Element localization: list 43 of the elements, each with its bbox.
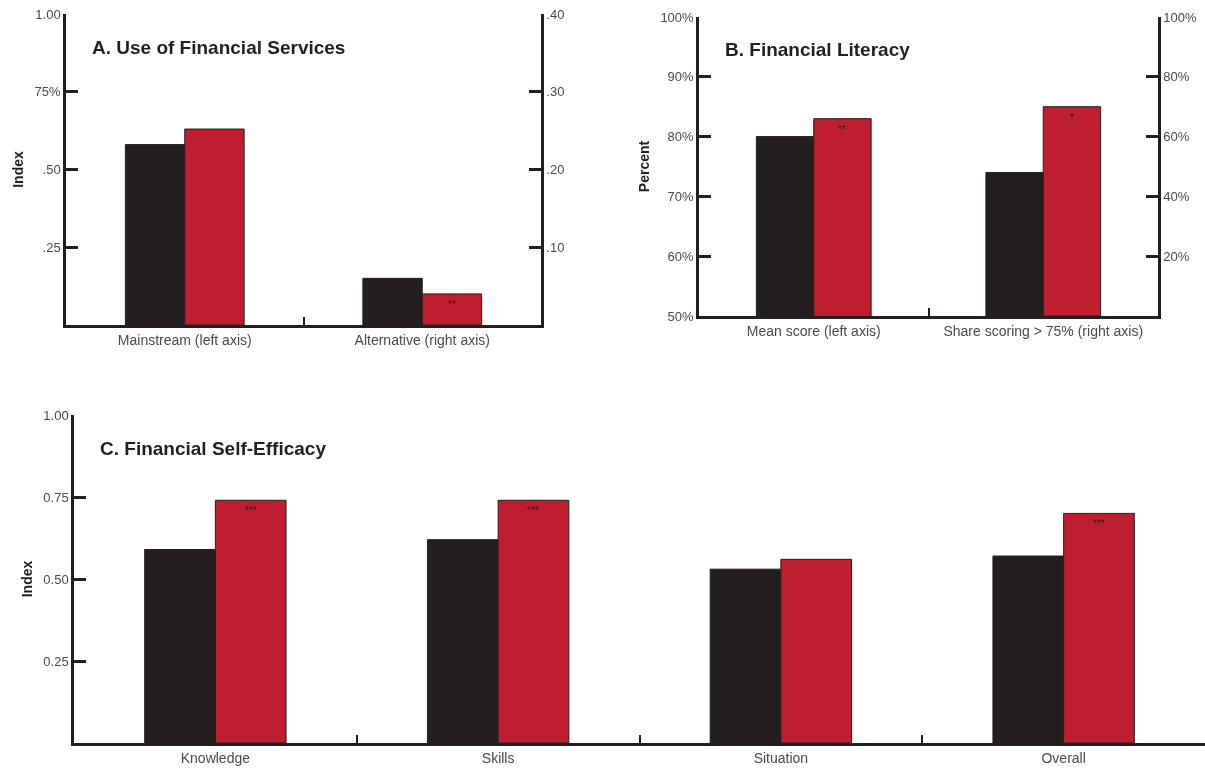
x-tick-label: Skills: [481, 749, 515, 766]
y-tick-label: 90%: [667, 69, 695, 85]
annotation: ***: [245, 505, 257, 516]
y-tick-label: 100%: [660, 9, 695, 25]
y-tick-label: 1.00: [43, 407, 69, 423]
y-tick-label: 80%: [667, 129, 695, 145]
y2-tick-label: 40%: [1163, 188, 1190, 204]
y2-tick-label: .10: [546, 239, 565, 255]
x-tick-label: Mainstream (left axis): [117, 331, 252, 348]
y-tick-label: 0.75: [43, 489, 69, 505]
annotation: ***: [1093, 518, 1105, 529]
text: C. Financial Self-Efficacy: [100, 438, 327, 459]
annotation: ***: [527, 505, 539, 516]
y-tick-label: 75%: [34, 84, 62, 100]
y2-tick-label: 20%: [1163, 248, 1190, 264]
y2-tick-label: .20: [546, 162, 565, 178]
y-axis-title: Index: [10, 151, 27, 188]
x-tick-label: Alternative (right axis): [354, 331, 490, 348]
y-axis-title: Percent: [636, 140, 652, 193]
y-tick-label: 50%: [667, 308, 695, 324]
y-axis-title: Index: [18, 560, 35, 598]
y-tick-label: .50: [42, 162, 61, 178]
text: B. Financial Literacy: [725, 39, 911, 60]
y2-tick-label: .30: [546, 84, 565, 100]
annotation: *: [1070, 112, 1074, 123]
y2-tick-label: 100%: [1163, 9, 1198, 25]
y-tick-label: 0.50: [43, 571, 69, 587]
annotation: **: [838, 124, 846, 135]
x-tick-label: Knowledge: [180, 749, 251, 766]
y-tick-label: 0.25: [43, 653, 69, 669]
x-tick-label: Overall: [1041, 749, 1086, 766]
x-tick-label: Mean score (left axis): [746, 322, 881, 339]
y-tick-label: 70%: [667, 188, 695, 204]
y2-tick-label: 60%: [1163, 129, 1190, 145]
y-tick-label: 60%: [667, 248, 695, 264]
y2-tick-label: .40: [546, 6, 565, 22]
x-tick-label: Share scoring > 75% (right axis): [943, 322, 1144, 339]
y-tick-label: .25: [42, 239, 61, 255]
y-tick-label: 1.00: [35, 6, 61, 22]
text: A. Use of Financial Services: [92, 37, 346, 58]
x-tick-label: Situation: [753, 749, 809, 766]
annotation: **: [448, 299, 456, 310]
y2-tick-label: 80%: [1163, 69, 1190, 85]
